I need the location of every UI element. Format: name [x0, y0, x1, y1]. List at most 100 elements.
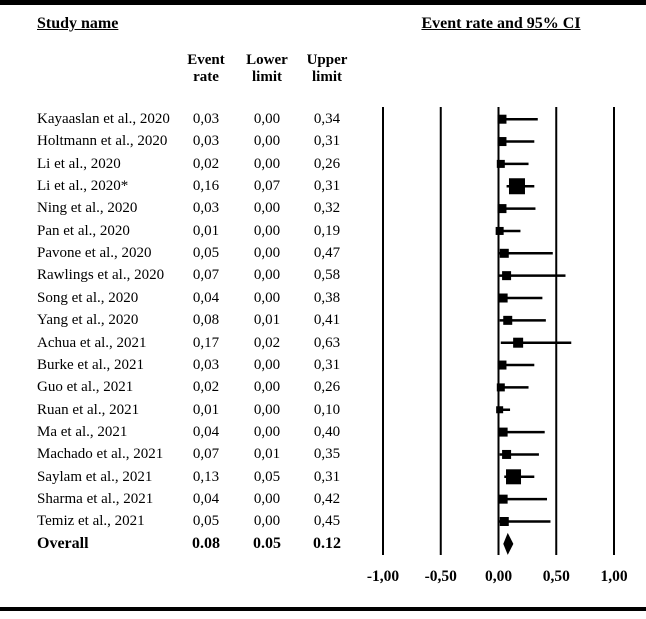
lower-limit-value: 0,00	[253, 513, 281, 530]
study-name: Achua et al., 2021	[37, 334, 147, 351]
ci-title-header: Event rate and 95% CI	[421, 15, 581, 32]
study-name-header: Study name	[37, 15, 119, 32]
event-rate-marker	[498, 494, 508, 504]
study-name: Li et al., 2020	[37, 155, 121, 172]
event-rate-marker	[498, 427, 508, 437]
event-rate-value: 0,03	[192, 111, 220, 127]
lower-limit-value: 0.05	[253, 534, 281, 552]
event-rate-value: 0,04	[192, 423, 220, 440]
lower-limit-value: 0,00	[253, 155, 281, 172]
table-row: Temiz et al., 2021 0,05 0,00 0,45	[0, 510, 646, 532]
table-row: Saylam et al., 2021 0,13 0,05 0,31	[0, 466, 646, 488]
lower-limit-value: 0,00	[253, 200, 281, 217]
column-header-rate: Event rate	[187, 52, 225, 85]
event-rate-marker	[497, 360, 507, 370]
upper-limit-value: 0,42	[313, 490, 341, 507]
event-rate-marker	[506, 469, 522, 485]
event-rate-value: 0,01	[192, 401, 220, 418]
event-rate-value: 0,08	[192, 312, 220, 329]
table-row: Machado et al., 2021 0,07 0,01 0,35	[0, 443, 646, 465]
event-rate-value: 0,05	[192, 245, 220, 262]
study-name: Burke et al., 2021	[37, 356, 145, 373]
event-rate-marker	[497, 204, 507, 214]
event-rate-marker	[513, 337, 524, 348]
event-rate-value: 0,16	[192, 178, 220, 195]
event-rate-marker	[502, 449, 512, 459]
study-name: Holtmann et al., 2020	[37, 133, 168, 150]
event-rate-marker	[495, 226, 504, 235]
event-rate-value: 0,03	[192, 133, 220, 150]
lower-limit-value: 0,01	[253, 312, 281, 329]
event-rate-marker	[502, 271, 512, 281]
axis-tick-label: 0,00	[485, 568, 512, 585]
event-rate-value: 0,05	[192, 513, 220, 530]
table-row: Burke et al., 2021 0,03 0,00 0,31	[0, 354, 646, 376]
event-rate-value: 0,03	[192, 356, 220, 373]
study-name: Ruan et al., 2021	[37, 401, 140, 418]
upper-limit-value: 0.12	[313, 534, 341, 552]
study-name: Sharma et al., 2021	[37, 490, 154, 507]
upper-limit-value: 0,38	[313, 289, 341, 306]
study-name: Li et al., 2020*	[37, 178, 129, 195]
upper-limit-value: 0,45	[313, 513, 341, 530]
lower-limit-value: 0,00	[253, 267, 281, 284]
table-row: Yang et al., 2020 0,08 0,01 0,41	[0, 309, 646, 331]
lower-limit-value: 0,01	[253, 446, 281, 463]
lower-limit-value: 0,00	[253, 379, 281, 396]
study-name: Ning et al., 2020	[37, 200, 138, 217]
table-row: Sharma et al., 2021 0,04 0,00 0,42	[0, 488, 646, 510]
column-header-limit: Lower limit	[246, 52, 288, 85]
table-row: Achua et al., 2021 0,17 0,02 0,63	[0, 332, 646, 354]
upper-limit-value: 0,47	[313, 245, 341, 262]
event-rate-marker	[499, 517, 509, 526]
upper-limit-value: 0,31	[313, 133, 341, 150]
lower-limit-value: 0,00	[253, 222, 281, 239]
axis-tick-label: 0,50	[543, 568, 570, 585]
upper-limit-value: 0,63	[313, 334, 341, 351]
upper-limit-value: 0,40	[313, 423, 341, 440]
upper-limit-value: 0,32	[313, 200, 341, 217]
event-rate-marker	[508, 178, 525, 195]
event-rate-value: 0,04	[192, 289, 220, 306]
table-row: Pavone et al., 2020 0,05 0,00 0,47	[0, 242, 646, 264]
upper-limit-value: 0,31	[313, 178, 341, 195]
lower-limit-value: 0,00	[253, 289, 281, 306]
table-row: Ning et al., 2020 0,03 0,00 0,32	[0, 197, 646, 219]
upper-limit-value: 0,26	[313, 155, 341, 172]
event-rate-marker	[497, 137, 507, 147]
upper-limit-value: 0,31	[313, 468, 341, 485]
event-rate-marker	[497, 114, 507, 124]
study-name: Temiz et al., 2021	[37, 513, 145, 530]
event-rate-value: 0,04	[192, 490, 220, 507]
event-rate-marker	[499, 248, 509, 258]
event-rate-value: 0,17	[192, 334, 220, 351]
study-name: Ma et al., 2021	[37, 423, 128, 440]
event-rate-value: 0.08	[192, 534, 220, 552]
lower-limit-value: 0,07	[253, 178, 281, 195]
lower-limit-value: 0,00	[253, 245, 281, 262]
event-rate-value: 0,07	[192, 267, 220, 284]
axis-tick-label: -0,50	[425, 568, 458, 585]
table-row: Kayaaslan et al., 2020 0,03 0,00 0,34	[0, 108, 646, 130]
event-rate-marker	[498, 293, 508, 303]
lower-limit-value: 0,05	[253, 468, 281, 485]
event-rate-value: 0,13	[192, 468, 220, 485]
study-name: Rawlings et al., 2020	[37, 267, 165, 284]
lower-limit-value: 0,00	[253, 356, 281, 373]
event-rate-marker	[496, 383, 505, 392]
event-rate-marker	[503, 315, 513, 325]
study-name: Saylam et al., 2021	[37, 468, 153, 485]
lower-limit-value: 0,02	[253, 334, 281, 351]
overall-diamond-marker	[503, 532, 514, 555]
upper-limit-value: 0,10	[313, 401, 341, 418]
upper-limit-value: 0,34	[313, 111, 341, 127]
table-row: Overall 0.08 0.05 0.12	[0, 533, 646, 555]
study-name: Song et al., 2020	[37, 289, 139, 306]
table-row: Pan et al., 2020 0,01 0,00 0,19	[0, 220, 646, 242]
lower-limit-value: 0,00	[253, 111, 281, 127]
table-row: Ruan et al., 2021 0,01 0,00 0,10	[0, 399, 646, 421]
event-rate-value: 0,02	[192, 379, 220, 396]
event-rate-value: 0,01	[192, 222, 220, 239]
